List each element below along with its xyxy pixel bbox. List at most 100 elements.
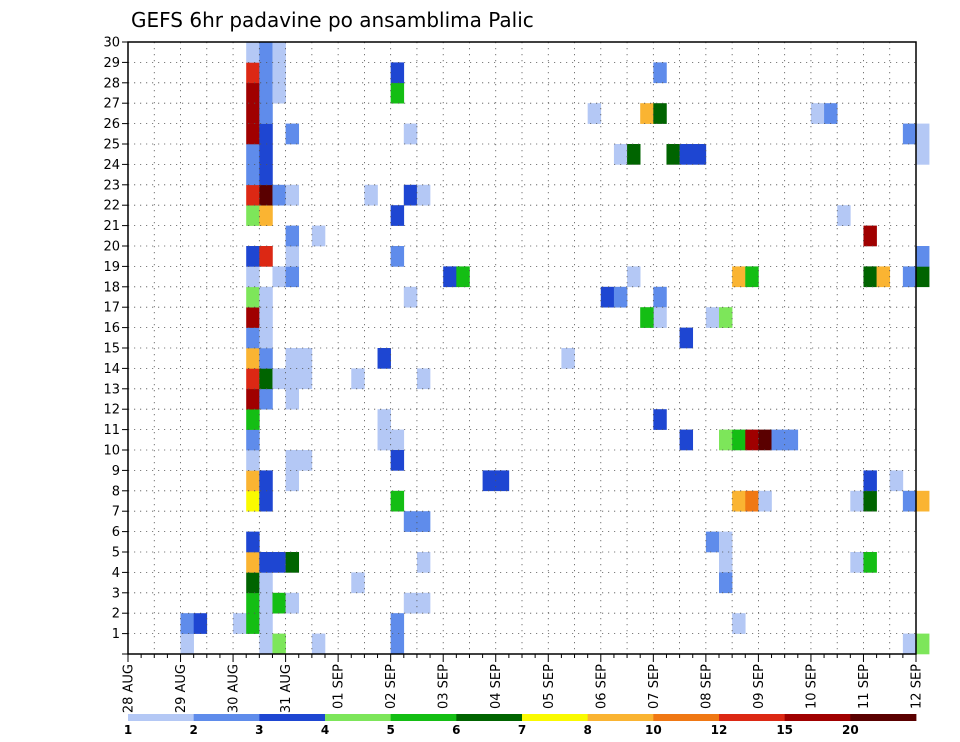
heatmap-cell bbox=[916, 123, 930, 145]
heatmap-cell bbox=[653, 103, 667, 124]
y-tick-label: 29 bbox=[103, 56, 120, 71]
heatmap-cell bbox=[561, 348, 575, 369]
heatmap-cell bbox=[640, 103, 654, 124]
heatmap-cell bbox=[916, 490, 930, 512]
heatmap-cell bbox=[390, 633, 405, 655]
heatmap-cell bbox=[246, 123, 260, 145]
heatmap-cell bbox=[719, 572, 733, 594]
heatmap-cell bbox=[259, 144, 273, 165]
heatmap-cell bbox=[443, 266, 457, 288]
heatmap-cell bbox=[246, 490, 260, 512]
y-tick-label: 8 bbox=[112, 484, 120, 499]
heatmap-cell bbox=[640, 307, 654, 328]
heatmap-cell bbox=[272, 266, 286, 288]
heatmap-cell bbox=[705, 307, 720, 328]
heatmap-cell bbox=[416, 552, 431, 573]
heatmap-cell bbox=[259, 103, 273, 124]
heatmap-cell bbox=[745, 490, 759, 512]
heatmap-cell bbox=[180, 613, 194, 634]
heatmap-cell bbox=[298, 348, 313, 369]
heatmap-cell bbox=[259, 327, 273, 349]
heatmap-cell bbox=[246, 388, 260, 410]
heatmap-cell bbox=[259, 62, 273, 84]
heatmap-cell bbox=[259, 633, 273, 655]
heatmap-cell bbox=[810, 103, 825, 124]
y-tick-label: 11 bbox=[103, 423, 120, 438]
heatmap-cell bbox=[863, 266, 877, 288]
y-tick-label: 21 bbox=[103, 219, 120, 234]
heatmap-cell bbox=[758, 429, 772, 451]
heatmap-cell bbox=[272, 368, 286, 390]
heatmap-cell bbox=[272, 82, 286, 104]
heatmap-cell bbox=[246, 552, 260, 573]
heatmap-cell bbox=[627, 266, 641, 288]
heatmap-cell bbox=[403, 123, 418, 145]
x-tick-label: 29 AUG bbox=[174, 664, 189, 713]
colorbar: 1 2 3 4 5 6 7 8 10 12 15 20 bbox=[124, 714, 917, 737]
heatmap-cell bbox=[916, 266, 930, 288]
heatmap-cell bbox=[416, 184, 431, 206]
heatmap-cell bbox=[246, 368, 260, 390]
heatmap-cell bbox=[627, 144, 641, 165]
heatmap-cell bbox=[416, 592, 431, 614]
x-tick-label: 07 SEP bbox=[647, 664, 662, 709]
heatmap-cell bbox=[259, 307, 273, 328]
colorbar-swatch bbox=[587, 714, 654, 721]
colorbar-label: 20 bbox=[842, 723, 859, 737]
colorbar-label: 6 bbox=[452, 723, 460, 737]
heatmap-cell bbox=[285, 388, 300, 410]
heatmap-cell bbox=[745, 429, 759, 451]
colorbar-swatch bbox=[653, 714, 720, 721]
heatmap-cell bbox=[246, 82, 260, 104]
heatmap-cell bbox=[863, 490, 877, 512]
heatmap-cell bbox=[259, 552, 273, 573]
heatmap-cell bbox=[850, 552, 864, 573]
grid-lines bbox=[128, 42, 916, 654]
heatmap-cell bbox=[902, 633, 917, 655]
heatmap-cell bbox=[390, 429, 405, 451]
y-tick-label: 12 bbox=[103, 403, 120, 418]
heatmap-cell bbox=[456, 266, 470, 288]
colorbar-swatch bbox=[850, 714, 917, 721]
heatmap-cell bbox=[863, 470, 877, 492]
colorbar-label: 12 bbox=[711, 723, 728, 737]
colorbar-label: 10 bbox=[645, 723, 662, 737]
colorbar-swatch bbox=[259, 714, 326, 721]
x-tick-label: 08 SEP bbox=[699, 664, 714, 709]
heatmap-cell bbox=[679, 429, 694, 451]
heatmap-cell bbox=[259, 368, 273, 390]
heatmap-cell bbox=[732, 266, 746, 288]
x-tick-label: 12 SEP bbox=[910, 664, 925, 709]
heatmap-cell bbox=[311, 225, 326, 247]
colorbar-swatch bbox=[193, 714, 260, 721]
heatmap-cell bbox=[246, 592, 260, 614]
heatmap-cell bbox=[679, 144, 694, 165]
colorbar-label: 7 bbox=[518, 723, 526, 737]
heatmap-cell bbox=[916, 633, 930, 655]
heatmap-cell bbox=[390, 205, 405, 226]
colorbar-label: 4 bbox=[321, 723, 329, 737]
heatmap-cell bbox=[259, 613, 273, 634]
colorbar-label: 2 bbox=[189, 723, 197, 737]
heatmap-cell bbox=[495, 470, 510, 492]
heatmap-cell bbox=[653, 286, 667, 308]
heatmap-cell bbox=[259, 123, 273, 145]
heatmap-cell bbox=[863, 225, 877, 247]
heatmap-cell bbox=[390, 246, 405, 267]
heatmap-cell bbox=[876, 266, 891, 288]
x-tick-label: 03 SEP bbox=[437, 664, 452, 709]
y-tick-label: 7 bbox=[112, 505, 120, 520]
heatmap-cell bbox=[246, 103, 260, 124]
heatmap-cell bbox=[679, 327, 694, 349]
heatmap-cell bbox=[403, 184, 418, 206]
heatmap-cell bbox=[233, 613, 247, 634]
heatmap-cell bbox=[285, 123, 300, 145]
heatmap-cell bbox=[653, 62, 667, 84]
heatmap-cell bbox=[482, 470, 497, 492]
heatmap-cells bbox=[180, 42, 930, 655]
heatmap-cell bbox=[705, 531, 720, 553]
heatmap-cell bbox=[403, 286, 418, 308]
heatmap-cell bbox=[390, 490, 405, 512]
heatmap-cell bbox=[784, 429, 799, 451]
